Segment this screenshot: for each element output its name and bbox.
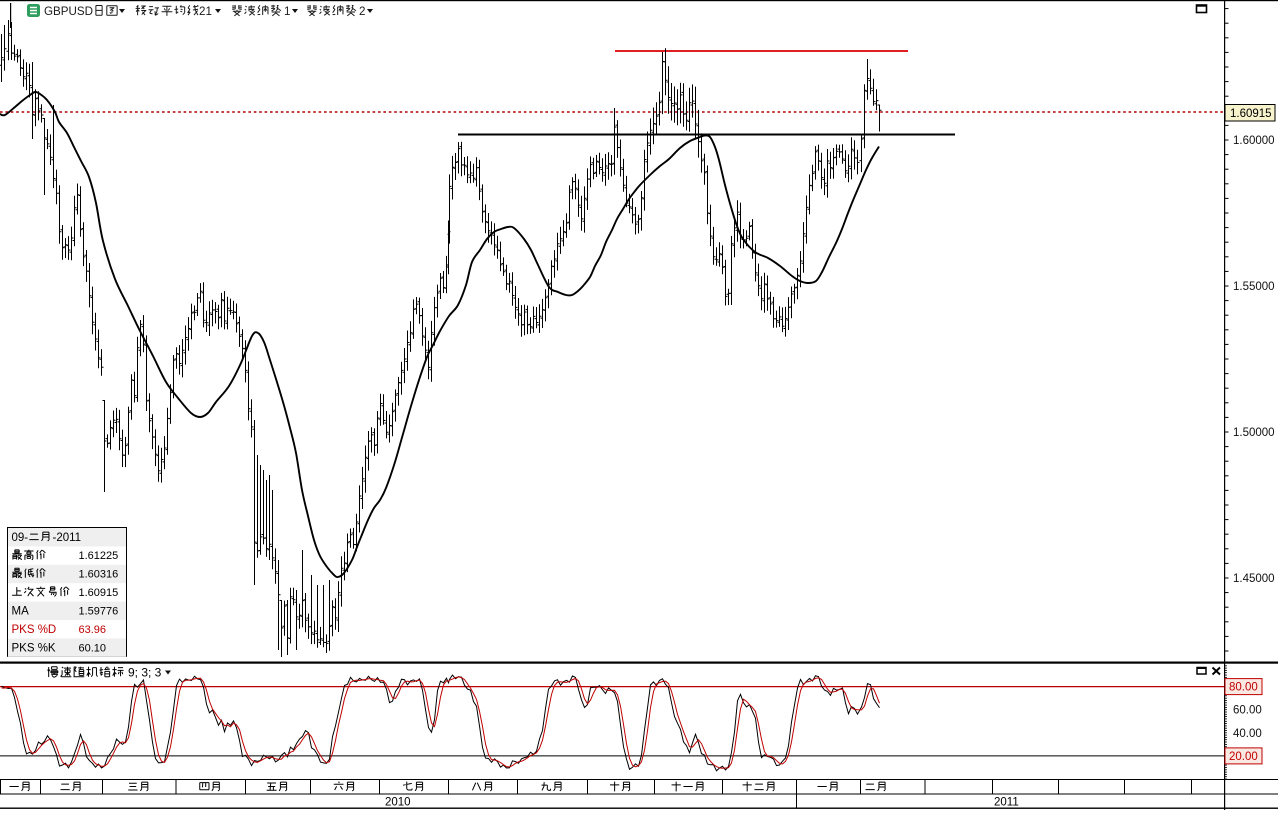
svg-text:1.55000: 1.55000 (1233, 281, 1275, 293)
svg-text:1.60915: 1.60915 (1230, 108, 1272, 120)
svg-text:60.10: 60.10 (79, 643, 107, 655)
svg-text:09-: 09- (12, 532, 29, 544)
svg-text:1.45000: 1.45000 (1233, 573, 1275, 585)
svg-text:1: 1 (284, 5, 290, 18)
svg-text:2: 2 (359, 5, 365, 18)
svg-text:9; 3; 3: 9; 3; 3 (128, 666, 162, 680)
svg-text:-2011: -2011 (53, 532, 82, 544)
svg-text:80.00: 80.00 (1229, 682, 1258, 694)
svg-text:21: 21 (199, 5, 212, 18)
svg-text:1.50000: 1.50000 (1233, 427, 1275, 439)
svg-text:2011: 2011 (994, 797, 1019, 809)
svg-text:1.61225: 1.61225 (79, 550, 119, 562)
svg-text:PKS %K: PKS %K (12, 643, 56, 655)
svg-text:20.00: 20.00 (1229, 751, 1258, 763)
svg-text:1.59776: 1.59776 (79, 606, 119, 618)
svg-text:1.60000: 1.60000 (1233, 135, 1275, 147)
svg-text:1.60316: 1.60316 (79, 569, 119, 581)
svg-text:GBPUSD: GBPUSD (44, 5, 93, 18)
svg-text:60.00: 60.00 (1233, 705, 1262, 717)
svg-text:PKS %D: PKS %D (12, 624, 57, 636)
svg-text:63.96: 63.96 (79, 624, 107, 636)
svg-text:40.00: 40.00 (1233, 728, 1262, 740)
svg-text:MA: MA (12, 606, 30, 618)
svg-text:2010: 2010 (385, 797, 411, 809)
svg-text:1.60915: 1.60915 (79, 587, 119, 599)
